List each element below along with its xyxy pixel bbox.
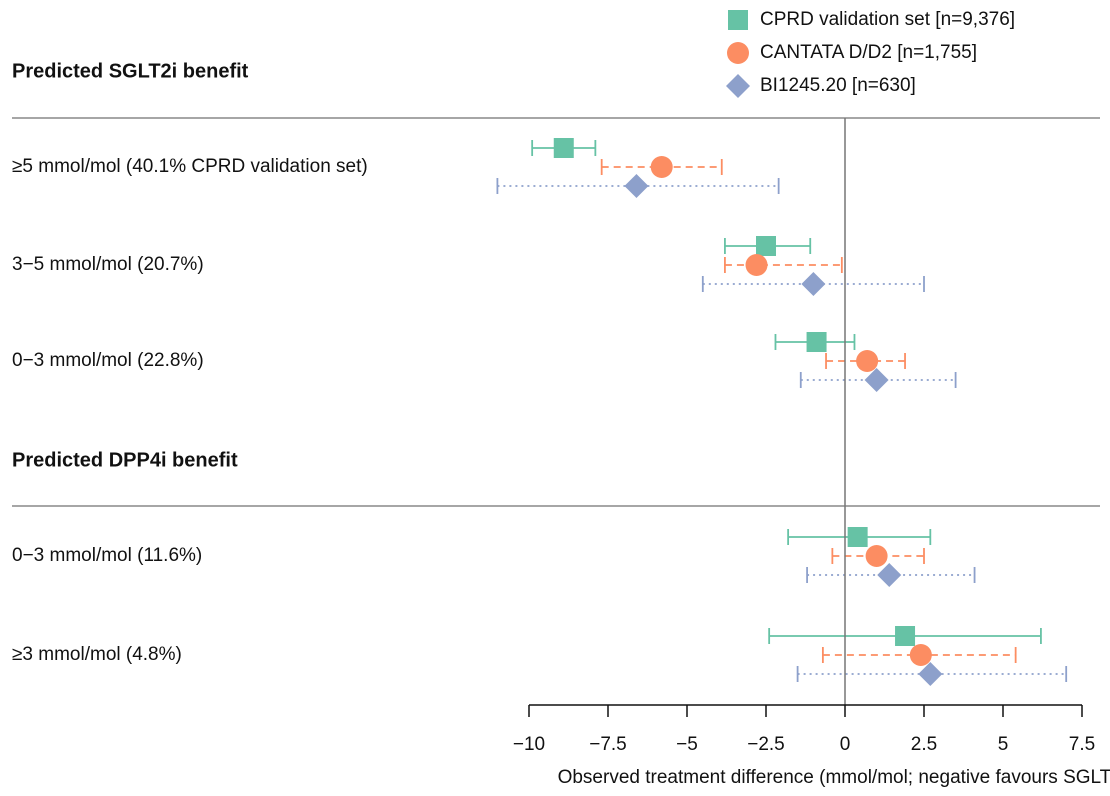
point-estimate — [877, 563, 902, 587]
legend-marker — [728, 10, 748, 30]
row-label: ≥3 mmol/mol (4.8%) — [12, 644, 182, 665]
point-estimate — [806, 332, 827, 352]
point-estimate — [856, 350, 879, 372]
legend-marker — [726, 74, 750, 98]
point-estimate — [624, 174, 649, 198]
x-axis-title: Observed treatment difference (mmol/mol;… — [558, 767, 1110, 788]
point-estimate — [553, 138, 574, 158]
row-label: ≥5 mmol/mol (40.1% CPRD validation set) — [12, 156, 368, 177]
point-estimate — [745, 254, 768, 276]
point-estimate — [801, 272, 826, 296]
point-estimate — [847, 527, 868, 547]
legend-label: CPRD validation set [n=9,376] — [760, 9, 1015, 30]
group-title: Predicted DPP4i benefit — [12, 449, 238, 471]
legend-marker — [727, 42, 749, 64]
point-estimate — [918, 662, 943, 686]
legend-label: CANTATA D/D2 [n=1,755] — [760, 42, 977, 63]
row-label: 0−3 mmol/mol (22.8%) — [12, 350, 204, 371]
point-estimate — [650, 156, 673, 178]
point-estimate — [909, 644, 932, 666]
x-tick-label: −5 — [676, 734, 698, 755]
point-estimate — [756, 236, 776, 256]
point-estimate — [895, 626, 916, 646]
x-tick-label: −7.5 — [589, 734, 627, 755]
x-tick-label: 0 — [840, 734, 851, 755]
x-tick-label: 5 — [998, 734, 1009, 755]
x-tick-label: 7.5 — [1069, 734, 1095, 755]
row-label: 3−5 mmol/mol (20.7%) — [12, 254, 204, 275]
x-tick-label: −10 — [513, 734, 545, 755]
group-title: Predicted SGLT2i benefit — [12, 60, 249, 82]
x-tick-label: −2.5 — [747, 734, 785, 755]
row-label: 0−3 mmol/mol (11.6%) — [12, 545, 202, 566]
point-estimate — [864, 368, 889, 392]
legend-label: BI1245.20 [n=630] — [760, 75, 916, 96]
point-estimate — [865, 545, 888, 567]
x-tick-label: 2.5 — [911, 734, 937, 755]
